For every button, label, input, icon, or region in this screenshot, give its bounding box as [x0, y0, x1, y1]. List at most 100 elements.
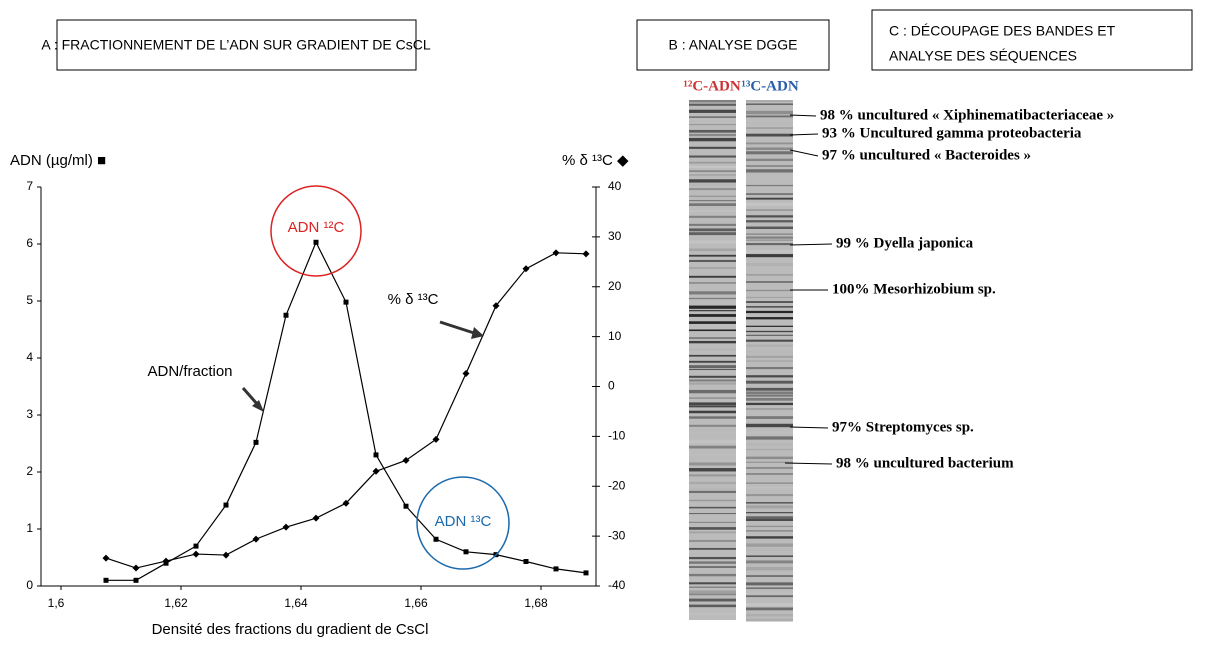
band: [746, 567, 793, 570]
band: [746, 274, 793, 275]
band: [746, 281, 793, 283]
band: [689, 482, 736, 484]
band: [746, 560, 793, 563]
band: [746, 254, 793, 257]
band: [689, 329, 736, 331]
band: [689, 613, 736, 615]
marker: [134, 578, 139, 583]
band: [689, 594, 736, 596]
band: [746, 614, 793, 616]
band: [746, 177, 793, 179]
marker: [253, 536, 260, 543]
lane: [689, 100, 736, 620]
y-tick-label: 0: [26, 578, 33, 592]
band: [746, 240, 793, 241]
marker: [434, 537, 439, 542]
band: [689, 446, 736, 449]
band: [689, 291, 736, 294]
band: [746, 536, 793, 538]
marker: [313, 515, 320, 522]
band: [689, 147, 736, 149]
band: [689, 110, 736, 113]
marker: [403, 457, 410, 464]
band: [689, 557, 736, 559]
band: [689, 599, 736, 602]
arrow: [440, 322, 474, 333]
band: [689, 104, 736, 106]
band: [746, 159, 793, 161]
band: [689, 188, 736, 190]
band: [689, 561, 736, 563]
band: [746, 548, 793, 551]
marker: [463, 370, 470, 377]
band: [689, 321, 736, 324]
y2-tick-label: 0: [608, 379, 615, 393]
band: [746, 375, 793, 377]
band: [746, 351, 793, 354]
band: [746, 297, 793, 298]
band: [689, 406, 736, 407]
band-label: 97 % uncultured « Bacteroides »: [822, 147, 1031, 163]
band: [689, 587, 736, 588]
band: [746, 317, 793, 319]
band: [746, 169, 793, 172]
band: [689, 224, 736, 226]
band: [746, 482, 793, 484]
band: [746, 505, 793, 508]
band: [746, 151, 793, 154]
band: [689, 590, 736, 593]
band: [746, 306, 793, 307]
band: [689, 184, 736, 186]
x-tick-label: 1,6: [48, 596, 65, 610]
y2-tick-label: 20: [608, 279, 622, 293]
band: [746, 467, 793, 468]
marker: [433, 436, 440, 443]
marker: [254, 440, 259, 445]
y2-tick-label: -20: [608, 478, 626, 492]
band: [689, 361, 736, 363]
figure: A : FRACTIONNEMENT DE L’ADN SUR GRADIENT…: [0, 0, 1222, 640]
marker: [223, 552, 230, 559]
band: [746, 104, 793, 105]
band: [689, 203, 736, 206]
band: [689, 349, 736, 350]
marker: [194, 544, 199, 549]
band: [689, 200, 736, 201]
y-tick-label: 1: [26, 521, 33, 535]
band: [689, 397, 736, 399]
marker: [133, 565, 140, 572]
band: [746, 519, 793, 521]
band: [689, 474, 736, 476]
arrow: [243, 388, 258, 405]
marker: [193, 551, 200, 558]
band: [746, 543, 793, 546]
band: [689, 130, 736, 133]
band: [689, 540, 736, 542]
band: [746, 127, 793, 129]
y2-tick-label: -10: [608, 429, 626, 443]
band: [689, 507, 736, 509]
band: [689, 138, 736, 141]
band: [689, 174, 736, 176]
marker: [224, 503, 229, 508]
band: [746, 530, 793, 531]
band: [689, 267, 736, 269]
band: [746, 608, 793, 611]
band: [689, 116, 736, 118]
x-tick-label: 1,64: [284, 596, 308, 610]
band: [746, 301, 793, 302]
band: [689, 314, 736, 317]
band: [746, 215, 793, 217]
band: [689, 310, 736, 311]
band: [746, 395, 793, 397]
y-tick-label: 3: [26, 407, 33, 421]
y-tick-label: 2: [26, 464, 33, 478]
band: [689, 162, 736, 164]
band-label: 93 % Uncultured gamma proteobacteria: [822, 125, 1082, 141]
band: [746, 512, 793, 513]
band: [689, 605, 736, 608]
band: [689, 260, 736, 262]
x-axis-label: Densité des fractions du gradient de CsC…: [152, 621, 429, 638]
band: [746, 457, 793, 459]
band: [746, 119, 793, 122]
